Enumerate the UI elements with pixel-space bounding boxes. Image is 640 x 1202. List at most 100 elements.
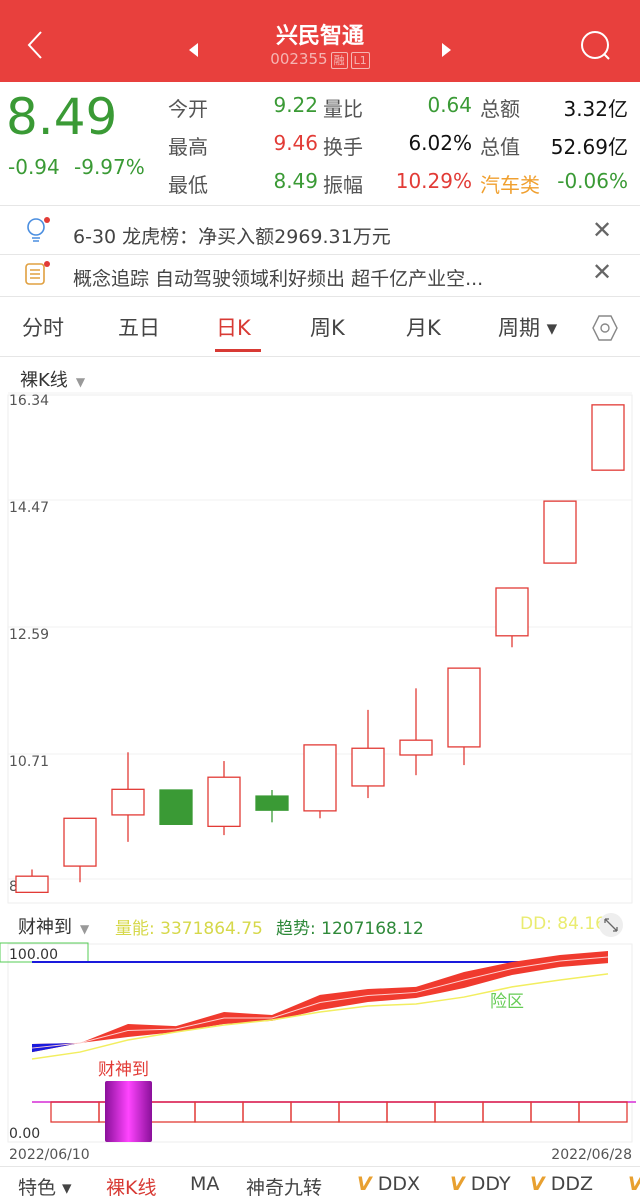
candle-body bbox=[543, 500, 577, 564]
quote-value: -0.06% bbox=[557, 169, 628, 193]
triangle-right-icon[interactable] bbox=[441, 42, 453, 58]
signal-box bbox=[242, 1101, 292, 1123]
margin-tag: 融 bbox=[330, 52, 348, 69]
header: 兴民智通 002355 融 L1 bbox=[0, 0, 640, 82]
quote-value: 0.64 bbox=[427, 93, 472, 117]
tab-4[interactable]: 月K bbox=[406, 316, 441, 340]
tab-2[interactable]: 日K bbox=[216, 316, 251, 340]
candle-body bbox=[399, 739, 433, 756]
bottom-v-item[interactable]: V DDY bbox=[450, 1173, 511, 1195]
v-icon: V bbox=[450, 1173, 465, 1195]
bottom-v-label: DDY bbox=[470, 1173, 511, 1195]
candle-body bbox=[303, 744, 337, 812]
candle-body bbox=[591, 404, 625, 471]
notice-concept[interactable]: 概念追踪 自动驾驶领域利好频出 超千亿产业空... ✕ bbox=[0, 256, 640, 296]
chart-frame bbox=[7, 394, 633, 904]
settings-hexagon-icon[interactable] bbox=[592, 314, 618, 342]
candle-body bbox=[447, 667, 481, 748]
signal-box bbox=[530, 1101, 580, 1123]
indicator-dd: DD: 84.16... bbox=[520, 914, 623, 934]
bottom-v-item[interactable]: V DDZ bbox=[530, 1173, 593, 1195]
mid-line bbox=[31, 956, 609, 1049]
y-tick-label: 100.00 bbox=[9, 947, 58, 963]
triangle-left-icon[interactable] bbox=[187, 42, 199, 58]
candle-body bbox=[255, 795, 289, 811]
tab-1[interactable]: 五日 bbox=[118, 316, 160, 340]
caret-down-icon: ▼ bbox=[80, 922, 90, 936]
bottom-v-label: DDZ bbox=[550, 1173, 593, 1195]
indicator-frame bbox=[7, 943, 633, 1143]
bottom-item[interactable]: 裸K线 bbox=[106, 1177, 157, 1199]
risk-zone-label: 险区 bbox=[490, 992, 524, 1012]
quote-label: 最低 bbox=[168, 173, 208, 197]
indicator-qushi: 趋势: 1207168.12 bbox=[276, 919, 424, 939]
notice-text: 6-30 龙虎榜：净买入额2969.31万元 bbox=[73, 226, 391, 248]
bottom-v-label: DDX bbox=[377, 1173, 420, 1195]
candle-body bbox=[159, 789, 193, 825]
tab-0[interactable]: 分时 bbox=[22, 316, 64, 340]
quote-label: 总值 bbox=[480, 135, 520, 159]
quote-label: 今开 bbox=[168, 97, 208, 121]
y-tick-label: 10.71 bbox=[9, 754, 49, 770]
bottom-special-menu[interactable]: 特色 ▾ bbox=[18, 1177, 72, 1199]
x-end-label: 2022/06/28 bbox=[551, 1147, 632, 1163]
candle-body bbox=[111, 788, 145, 816]
quote-value: 8.49 bbox=[273, 169, 318, 193]
bottom-item[interactable]: MA bbox=[190, 1173, 220, 1195]
tab-3[interactable]: 周K bbox=[310, 316, 345, 340]
stock-code-row: 002355 融 L1 bbox=[0, 50, 640, 69]
close-icon[interactable]: ✕ bbox=[592, 258, 613, 286]
quote-label: 振幅 bbox=[323, 173, 363, 197]
level-tag: L1 bbox=[350, 52, 370, 69]
y-tick-label: 16.34 bbox=[9, 393, 49, 409]
quote-label: 最高 bbox=[168, 135, 208, 159]
signal-box bbox=[434, 1101, 484, 1123]
chart-type-selector[interactable]: 裸K线 ▼ bbox=[20, 366, 85, 392]
quote-value: 9.46 bbox=[273, 131, 318, 155]
x-start-label: 2022/06/10 bbox=[9, 1147, 90, 1163]
signal-cylinder bbox=[105, 1081, 152, 1142]
signal-box bbox=[194, 1101, 244, 1123]
indicator-liangneng: 量能: 3371864.75 bbox=[115, 919, 263, 939]
quote-value: 52.69亿 bbox=[550, 135, 628, 159]
indicator-selector[interactable]: 财神到 ▼ bbox=[18, 913, 89, 939]
y-tick-label: 0.00 bbox=[9, 1126, 40, 1142]
trend-band bbox=[32, 950, 608, 1053]
candle-body bbox=[15, 875, 49, 893]
candle-body bbox=[207, 776, 241, 828]
signal-box bbox=[338, 1101, 388, 1123]
signal-box bbox=[386, 1101, 436, 1123]
expand-icon[interactable] bbox=[598, 912, 624, 938]
notice-text: 概念追踪 自动驾驶领域利好频出 超千亿产业空... bbox=[73, 268, 484, 290]
chart-type-label: 裸K线 bbox=[20, 370, 68, 391]
quote-label: 总额 bbox=[480, 97, 520, 121]
tab-5[interactable]: 周期 ▾ bbox=[498, 316, 558, 340]
lightbulb-icon bbox=[27, 217, 50, 242]
close-icon[interactable]: ✕ bbox=[592, 216, 613, 244]
quote-value: 6.02% bbox=[408, 131, 472, 155]
quote-label: 量比 bbox=[323, 97, 363, 121]
stock-name: 兴民智通 bbox=[275, 24, 364, 49]
candle-body bbox=[63, 817, 97, 867]
v-icon: V bbox=[628, 1173, 640, 1195]
y-tick-label: 12.59 bbox=[9, 627, 49, 643]
bottom-v-item[interactable]: V DDX bbox=[357, 1173, 420, 1195]
price-change-pct: -9.97% bbox=[74, 155, 145, 179]
chevron-left-icon[interactable] bbox=[26, 30, 44, 60]
signal-box bbox=[578, 1101, 628, 1123]
quote-value: 10.29% bbox=[395, 169, 472, 193]
stock-code: 002355 bbox=[270, 50, 328, 68]
notice-dragon-tiger[interactable]: 6-30 龙虎榜：净买入额2969.31万元 ✕ bbox=[0, 212, 640, 252]
signal-box bbox=[290, 1101, 340, 1123]
active-tab-indicator bbox=[215, 349, 261, 352]
document-icon bbox=[25, 261, 50, 285]
signal-box bbox=[482, 1101, 532, 1123]
v-icon: V bbox=[530, 1173, 545, 1195]
quote-label: 汽车类 bbox=[480, 173, 540, 197]
bottom-item[interactable]: 神奇九转 bbox=[246, 1177, 323, 1199]
signal-box bbox=[50, 1101, 100, 1123]
search-icon[interactable] bbox=[578, 28, 614, 64]
candle-body bbox=[351, 747, 385, 787]
